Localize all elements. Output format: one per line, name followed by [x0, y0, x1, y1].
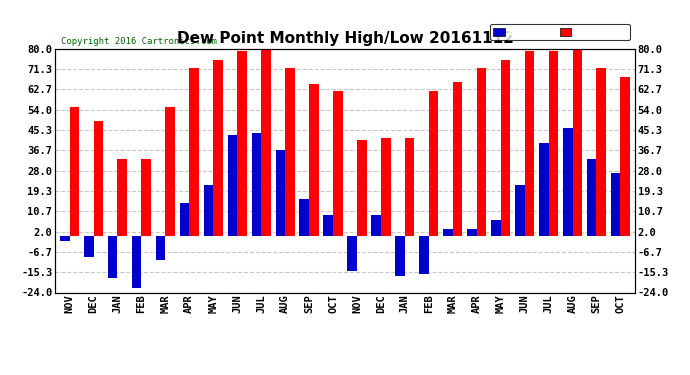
Bar — [563, 128, 573, 236]
Bar — [443, 229, 453, 236]
Bar — [275, 150, 285, 236]
Bar — [453, 82, 462, 236]
Bar — [252, 133, 262, 236]
Bar — [299, 199, 309, 236]
Bar — [347, 236, 357, 272]
Bar — [587, 159, 596, 236]
Bar — [381, 138, 391, 236]
Bar — [515, 185, 524, 236]
Bar — [491, 220, 501, 236]
Bar — [539, 142, 549, 236]
Bar — [117, 159, 127, 236]
Bar — [309, 84, 319, 236]
Bar — [573, 49, 582, 236]
Bar — [549, 51, 558, 236]
Bar — [141, 159, 151, 236]
Text: Copyright 2016 Cartronics.com: Copyright 2016 Cartronics.com — [61, 38, 217, 46]
Bar — [501, 60, 511, 236]
Bar — [262, 49, 270, 236]
Bar — [108, 236, 117, 278]
Bar — [285, 68, 295, 236]
Bar — [156, 236, 166, 260]
Bar — [524, 51, 534, 236]
Bar — [70, 107, 79, 236]
Bar — [94, 122, 103, 236]
Bar — [333, 91, 343, 236]
Bar — [166, 107, 175, 236]
Bar — [596, 68, 606, 236]
Bar — [371, 215, 381, 236]
Bar — [405, 138, 415, 236]
Title: Dew Point Monthly High/Low 20161112: Dew Point Monthly High/Low 20161112 — [177, 31, 513, 46]
Bar — [428, 91, 438, 236]
Legend: Low  (°F), High  (°F): Low (°F), High (°F) — [490, 24, 630, 40]
Bar — [237, 51, 247, 236]
Bar — [611, 173, 620, 236]
Bar — [420, 236, 428, 274]
Bar — [60, 236, 70, 241]
Bar — [204, 185, 213, 236]
Bar — [395, 236, 405, 276]
Bar — [213, 60, 223, 236]
Bar — [477, 68, 486, 236]
Bar — [84, 236, 94, 257]
Bar — [189, 68, 199, 236]
Bar — [228, 135, 237, 236]
Bar — [467, 229, 477, 236]
Bar — [357, 140, 366, 236]
Bar — [620, 77, 630, 236]
Bar — [132, 236, 141, 288]
Bar — [324, 215, 333, 236]
Bar — [179, 203, 189, 236]
